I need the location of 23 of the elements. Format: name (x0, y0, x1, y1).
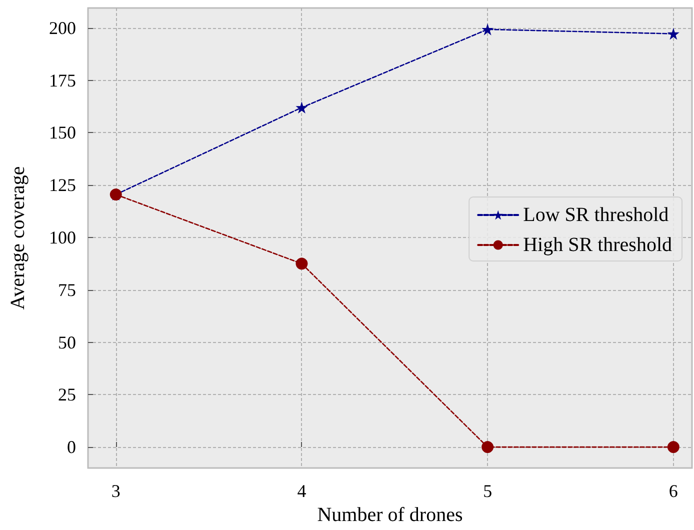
point (482, 441, 494, 454)
y-tick-label: 0 (67, 437, 76, 458)
x-tick-label: 4 (297, 481, 306, 501)
point (296, 102, 308, 114)
point (296, 258, 308, 270)
y-tick-label: 25 (58, 384, 76, 405)
y-tick-label: 125 (49, 175, 76, 196)
point (667, 28, 680, 40)
legend-label: Low SR threshold (523, 204, 669, 226)
y-tick-label: 75 (58, 280, 76, 300)
y-tick-label: 200 (49, 18, 76, 38)
y-axis-title: Average coverage (7, 166, 29, 310)
y-tick-label: 150 (49, 122, 76, 143)
y-tick-label: 50 (58, 332, 76, 352)
x-tick-label: 5 (483, 481, 492, 501)
y-tick-label: 100 (49, 227, 76, 248)
point (667, 441, 680, 454)
x-axis-title: Number of drones (317, 504, 463, 526)
y-tick-label: 175 (49, 70, 76, 90)
legend-label: High SR threshold (523, 234, 672, 256)
point (482, 23, 494, 36)
x-tick-label: 3 (111, 481, 120, 501)
x-tick-label: 6 (668, 481, 678, 501)
